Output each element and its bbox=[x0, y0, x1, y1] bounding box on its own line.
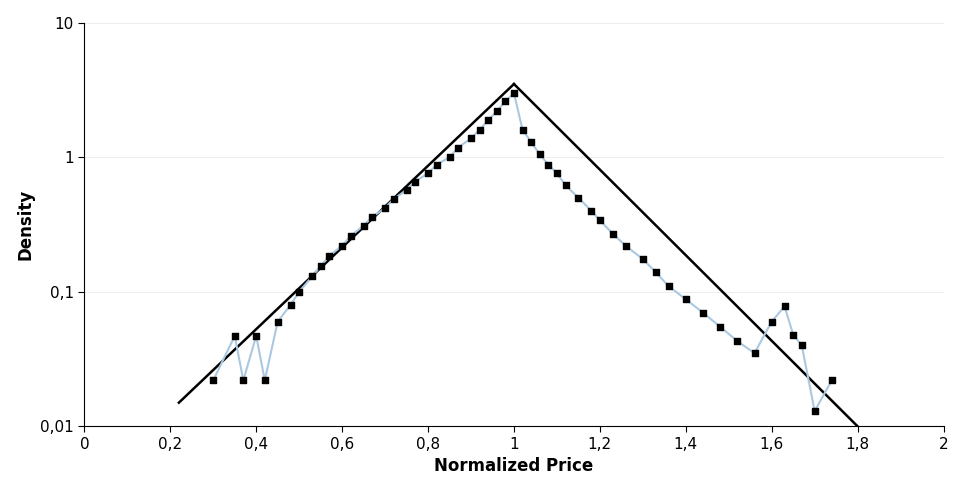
Point bbox=[481, 117, 496, 124]
Point bbox=[648, 268, 663, 276]
Point bbox=[558, 181, 573, 189]
Point bbox=[584, 207, 599, 215]
Point bbox=[356, 222, 372, 230]
Point bbox=[786, 331, 801, 338]
Point bbox=[321, 252, 337, 260]
Point bbox=[472, 126, 487, 134]
Point bbox=[283, 301, 298, 309]
Point bbox=[678, 295, 694, 303]
Point bbox=[399, 186, 414, 194]
Point bbox=[593, 216, 608, 224]
Point bbox=[507, 89, 522, 97]
Point bbox=[291, 288, 307, 296]
Point bbox=[257, 376, 272, 384]
Point bbox=[794, 341, 810, 349]
Point bbox=[514, 126, 530, 134]
Point bbox=[335, 242, 350, 249]
Point bbox=[386, 195, 401, 203]
Point bbox=[747, 349, 762, 357]
Point bbox=[407, 178, 423, 185]
Point bbox=[498, 97, 513, 105]
Point bbox=[421, 169, 436, 177]
Point bbox=[712, 323, 728, 331]
Point bbox=[605, 230, 620, 238]
Point bbox=[304, 273, 319, 280]
X-axis label: Normalized Price: Normalized Price bbox=[434, 458, 593, 475]
Point bbox=[570, 194, 586, 202]
Point bbox=[270, 318, 286, 326]
Point bbox=[549, 169, 565, 177]
Point bbox=[661, 282, 676, 290]
Point bbox=[463, 134, 479, 142]
Point bbox=[730, 337, 745, 345]
Point bbox=[428, 161, 444, 169]
Point bbox=[540, 161, 556, 169]
Point bbox=[227, 332, 242, 340]
Point bbox=[313, 262, 328, 270]
Y-axis label: Density: Density bbox=[16, 189, 35, 260]
Point bbox=[764, 318, 780, 326]
Point bbox=[777, 303, 792, 310]
Point bbox=[365, 213, 380, 221]
Point bbox=[807, 407, 822, 415]
Point bbox=[489, 107, 505, 115]
Point bbox=[235, 376, 251, 384]
Point bbox=[343, 232, 358, 240]
Point bbox=[695, 308, 710, 316]
Point bbox=[451, 144, 466, 152]
Point bbox=[377, 204, 393, 212]
Point bbox=[523, 138, 538, 146]
Point bbox=[249, 332, 264, 340]
Point bbox=[532, 151, 547, 158]
Point bbox=[618, 242, 633, 249]
Point bbox=[824, 376, 840, 384]
Point bbox=[635, 255, 650, 263]
Point bbox=[442, 154, 457, 161]
Point bbox=[206, 376, 221, 384]
